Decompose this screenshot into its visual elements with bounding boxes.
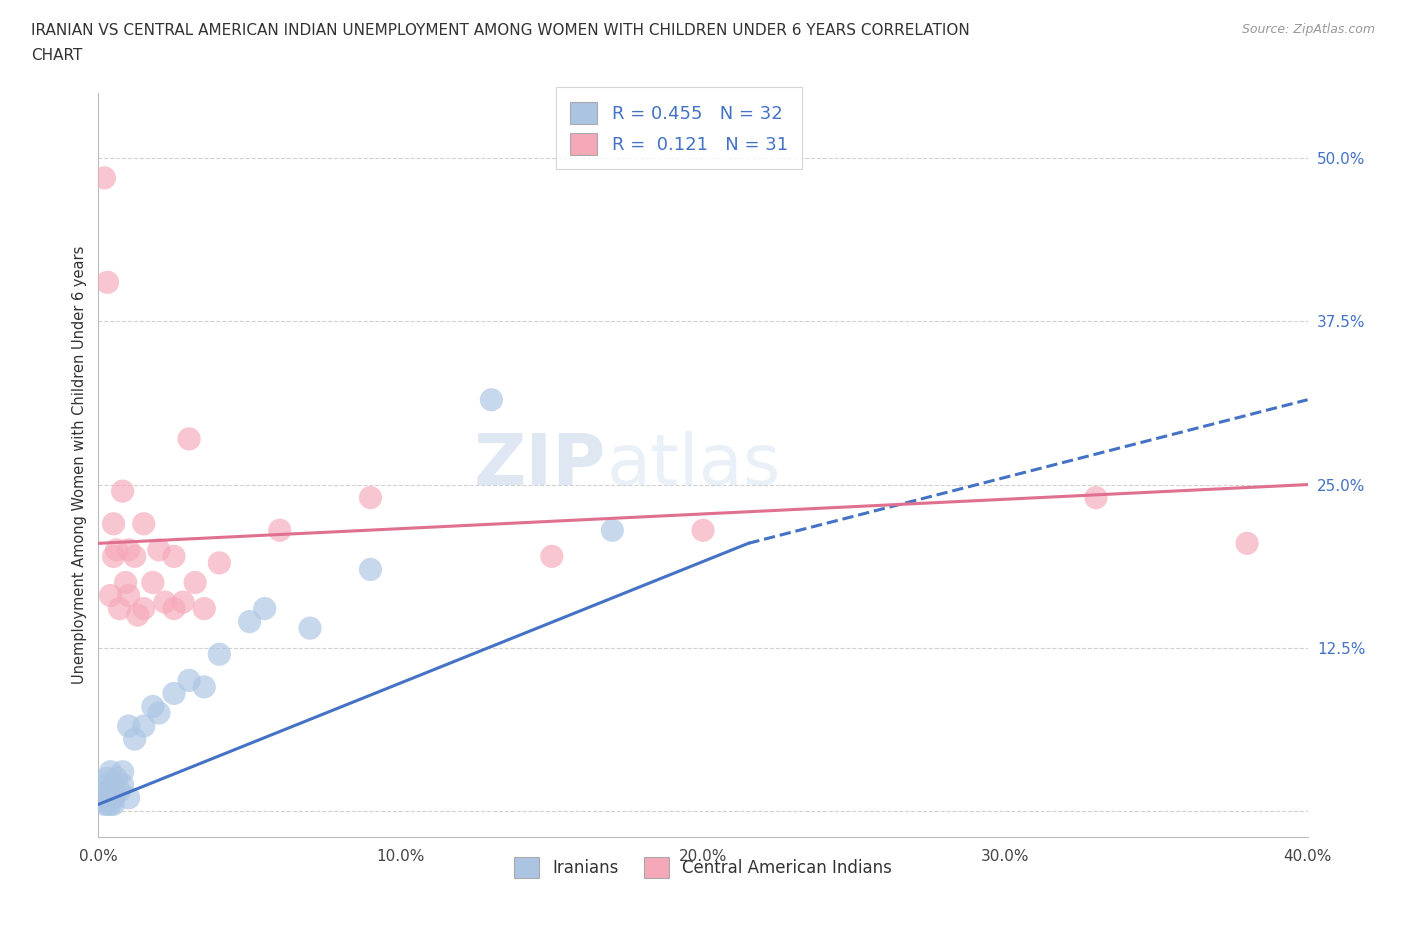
Point: [118, 542, 141, 557]
Point: [179, 673, 201, 688]
Point: [100, 784, 122, 799]
Point: [100, 797, 122, 812]
Point: [105, 542, 128, 557]
Point: [360, 490, 382, 505]
Point: [93, 170, 115, 185]
Point: [108, 601, 131, 616]
Point: [148, 542, 170, 557]
Point: [142, 575, 165, 590]
Point: [100, 764, 122, 779]
Point: [208, 647, 231, 662]
Point: [103, 777, 125, 792]
Point: [163, 686, 186, 701]
Point: [132, 516, 155, 531]
Point: [124, 732, 146, 747]
Point: [142, 699, 165, 714]
Point: [105, 771, 128, 786]
Point: [253, 601, 276, 616]
Point: [93, 797, 115, 812]
Point: [299, 620, 322, 635]
Point: [114, 575, 136, 590]
Point: [93, 777, 115, 792]
Point: [132, 601, 155, 616]
Point: [96, 275, 118, 290]
Point: [118, 719, 141, 734]
Point: [269, 523, 291, 538]
Point: [193, 601, 215, 616]
Point: [163, 601, 186, 616]
Text: atlas: atlas: [606, 431, 780, 499]
Point: [184, 575, 207, 590]
Point: [127, 607, 149, 622]
Point: [179, 432, 201, 446]
Point: [193, 680, 215, 695]
Point: [481, 392, 503, 407]
Point: [96, 771, 118, 786]
Text: Source: ZipAtlas.com: Source: ZipAtlas.com: [1241, 23, 1375, 36]
Point: [540, 549, 562, 564]
Point: [118, 588, 141, 603]
Point: [163, 549, 186, 564]
Point: [239, 614, 262, 629]
Point: [360, 562, 382, 577]
Point: [118, 790, 141, 805]
Point: [100, 588, 122, 603]
Point: [1085, 490, 1108, 505]
Text: CHART: CHART: [31, 48, 83, 63]
Point: [124, 549, 146, 564]
Point: [208, 555, 231, 570]
Point: [111, 484, 134, 498]
Legend: Iranians, Central American Indians: Iranians, Central American Indians: [508, 851, 898, 884]
Point: [103, 797, 125, 812]
Point: [103, 516, 125, 531]
Point: [111, 764, 134, 779]
Text: ZIP: ZIP: [474, 431, 606, 499]
Point: [153, 594, 176, 609]
Point: [108, 784, 131, 799]
Point: [1236, 536, 1258, 551]
Point: [132, 719, 155, 734]
Point: [148, 706, 170, 721]
Point: [103, 549, 125, 564]
Text: IRANIAN VS CENTRAL AMERICAN INDIAN UNEMPLOYMENT AMONG WOMEN WITH CHILDREN UNDER : IRANIAN VS CENTRAL AMERICAN INDIAN UNEMP…: [31, 23, 970, 38]
Point: [602, 523, 624, 538]
Y-axis label: Unemployment Among Women with Children Under 6 years: Unemployment Among Women with Children U…: [72, 246, 87, 684]
Point: [93, 790, 115, 805]
Point: [692, 523, 714, 538]
Point: [111, 777, 134, 792]
Point: [103, 790, 125, 805]
Point: [172, 594, 194, 609]
Point: [96, 797, 118, 812]
Point: [96, 784, 118, 799]
